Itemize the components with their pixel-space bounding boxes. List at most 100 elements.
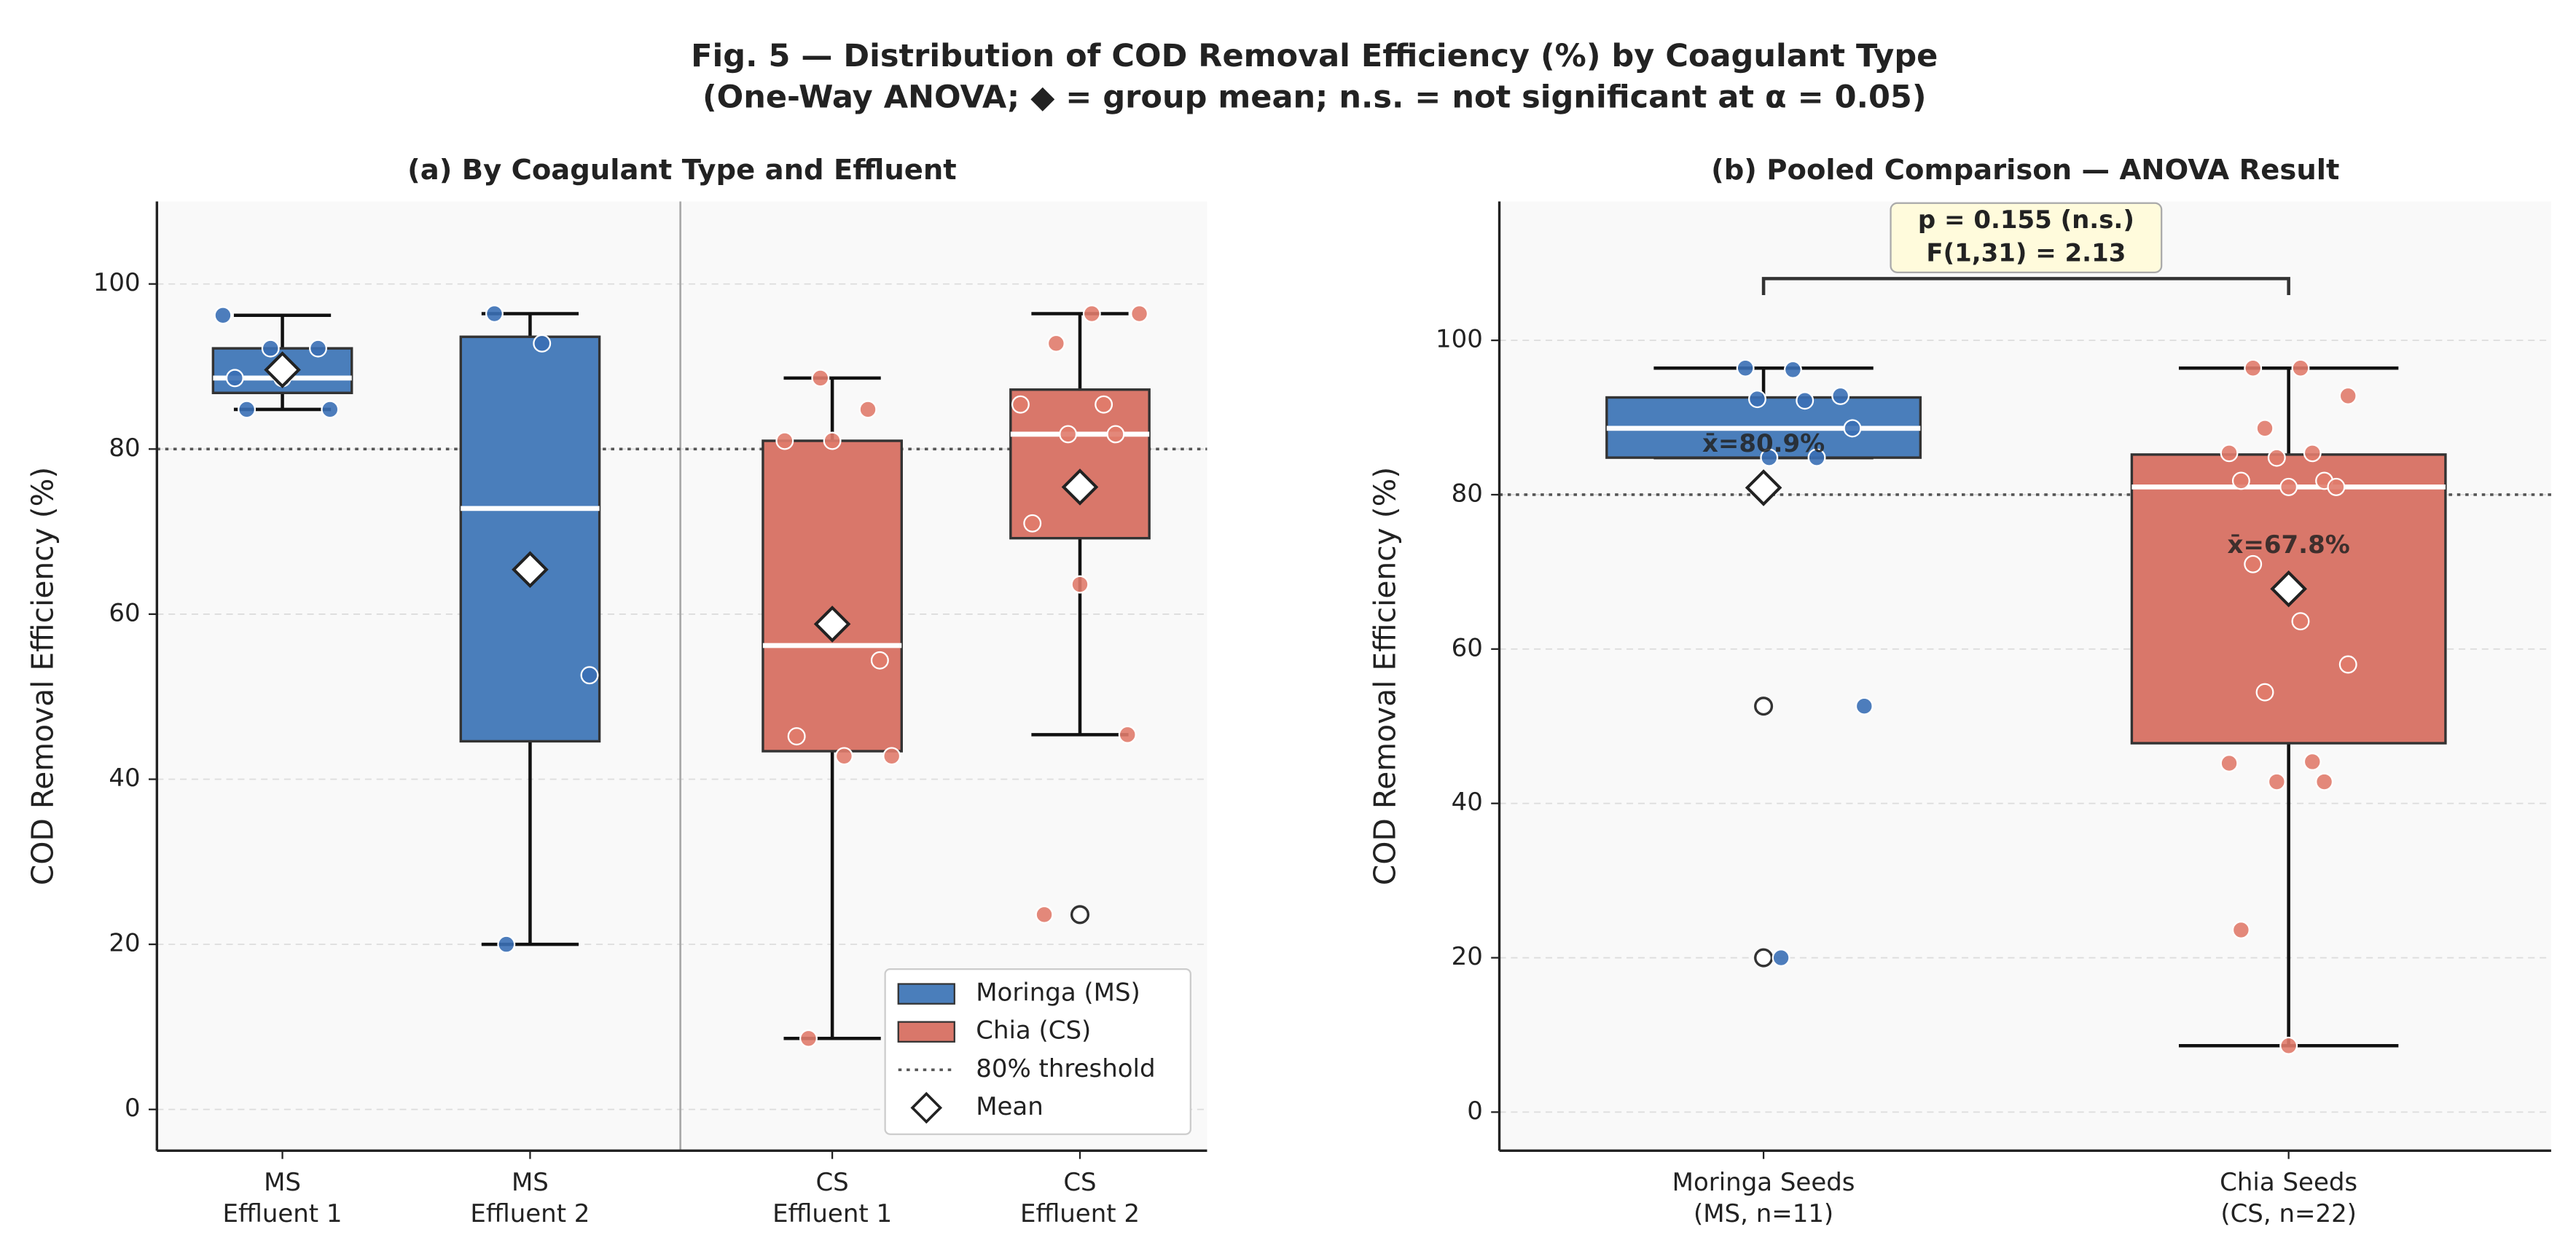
data-point: [787, 727, 806, 746]
data-point: [238, 400, 257, 419]
data-point: [2338, 386, 2357, 405]
x-tick-label: Effluent 1: [772, 1199, 892, 1228]
mean-marker: [1745, 469, 1782, 506]
x-tick-label: Effluent 1: [223, 1199, 342, 1228]
data-point: [2291, 358, 2310, 377]
mean-marker: [1061, 468, 1099, 506]
data-point: [309, 339, 327, 358]
data-point: [1760, 448, 1779, 467]
data-point: [823, 431, 842, 450]
data-point: [882, 747, 901, 766]
data-point: [1783, 360, 1802, 379]
data-point: [1748, 390, 1766, 409]
data-point: [2327, 477, 2346, 496]
data-point: [1011, 395, 1030, 414]
data-point: [214, 306, 232, 325]
data-point: [261, 339, 280, 358]
legend-label: Moringa (MS): [976, 978, 1140, 1008]
data-point: [2267, 772, 2286, 791]
mean-label: x̄=80.9%: [1702, 429, 1825, 458]
data-point: [799, 1029, 818, 1048]
data-point: [2255, 683, 2274, 702]
data-point: [2244, 554, 2263, 573]
x-tick-label: CS: [815, 1168, 848, 1197]
legend-label: Chia (CS): [976, 1016, 1091, 1046]
outlier: [1754, 948, 1774, 968]
data-point: [580, 666, 599, 685]
x-tick-label: (CS, n=22): [2220, 1199, 2357, 1228]
mean-marker: [512, 551, 549, 589]
y-tick-label: 0: [1467, 1097, 1483, 1126]
y-tick-label: 0: [125, 1094, 141, 1123]
x-tick-label: MS: [512, 1168, 549, 1197]
data-point: [2315, 772, 2334, 791]
y-axis-label: COD Removal Efficiency (%): [25, 467, 60, 885]
mean-marker: [264, 351, 301, 388]
x-tick-label: Moringa Seeds: [1672, 1168, 1855, 1197]
y-axis-label: COD Removal Efficiency (%): [1367, 467, 1402, 885]
figure-title: Fig. 5 — Distribution of COD Removal Eff…: [691, 38, 1938, 74]
subplot-title: (b) Pooled Comparison — ANOVA Result: [1711, 154, 2339, 187]
y-tick-label: 60: [1452, 633, 1483, 662]
data-point: [2231, 471, 2250, 490]
data-point: [1736, 358, 1755, 377]
y-tick-label: 80: [1452, 479, 1483, 508]
data-point: [870, 651, 889, 670]
data-point: [1772, 949, 1790, 967]
data-point: [1059, 425, 1078, 444]
y-tick-label: 100: [1436, 325, 1483, 354]
data-point: [1023, 514, 1042, 533]
y-tick-label: 60: [109, 598, 140, 627]
legend-label: 80% threshold: [976, 1054, 1155, 1083]
box: [1009, 388, 1151, 540]
data-point: [2303, 444, 2322, 463]
legend-swatch: [897, 983, 955, 1005]
legend-box: [884, 968, 1191, 1135]
y-tick-label: 40: [1452, 788, 1483, 817]
y-tick-label: 20: [1452, 942, 1483, 971]
y-tick-label: 100: [93, 268, 141, 297]
data-point: [533, 334, 552, 353]
data-point: [1070, 575, 1089, 594]
data-point: [1082, 305, 1101, 323]
data-point: [1046, 334, 1065, 353]
x-tick-label: (MS, n=11): [1694, 1199, 1833, 1228]
box: [762, 439, 903, 753]
y-tick-label: 80: [109, 434, 140, 463]
x-tick-label: MS: [264, 1168, 301, 1197]
legend-swatch: [897, 1021, 955, 1043]
outlier: [1070, 905, 1090, 925]
data-point: [811, 369, 830, 388]
data-point: [2279, 477, 2298, 496]
data-point: [2220, 754, 2239, 773]
mean-label: x̄=67.8%: [2228, 530, 2350, 560]
data-point: [2338, 655, 2357, 674]
annotation-text: p = 0.155 (n.s.): [1918, 205, 2134, 235]
data-point: [1118, 725, 1137, 744]
data-point: [1831, 386, 1850, 405]
data-point: [2291, 612, 2310, 631]
significance-bracket: [1761, 277, 2290, 296]
data-point: [1807, 448, 1826, 467]
data-point: [321, 400, 340, 419]
data-point: [497, 935, 516, 954]
annotation-text: F(1,31) = 2.13: [1926, 238, 2126, 267]
legend-label: Mean: [976, 1092, 1044, 1121]
data-point: [2255, 419, 2274, 438]
data-point: [2231, 920, 2250, 939]
data-point: [1796, 391, 1814, 410]
x-tick-label: Effluent 2: [1020, 1199, 1140, 1228]
y-tick-label: 40: [109, 764, 140, 793]
data-point: [2267, 448, 2286, 467]
data-point: [1130, 305, 1149, 323]
x-tick-label: Effluent 2: [470, 1199, 590, 1228]
annotation-box: [1890, 202, 2163, 274]
data-point: [2279, 1036, 2298, 1055]
data-point: [858, 400, 877, 419]
mean-marker: [813, 605, 851, 643]
x-tick-label: CS: [1063, 1168, 1096, 1197]
mean-marker: [2270, 570, 2307, 608]
figure-subtitle: (One-Way ANOVA; ◆ = group mean; n.s. = n…: [702, 79, 1927, 115]
x-tick-label: Chia Seeds: [2220, 1168, 2357, 1197]
